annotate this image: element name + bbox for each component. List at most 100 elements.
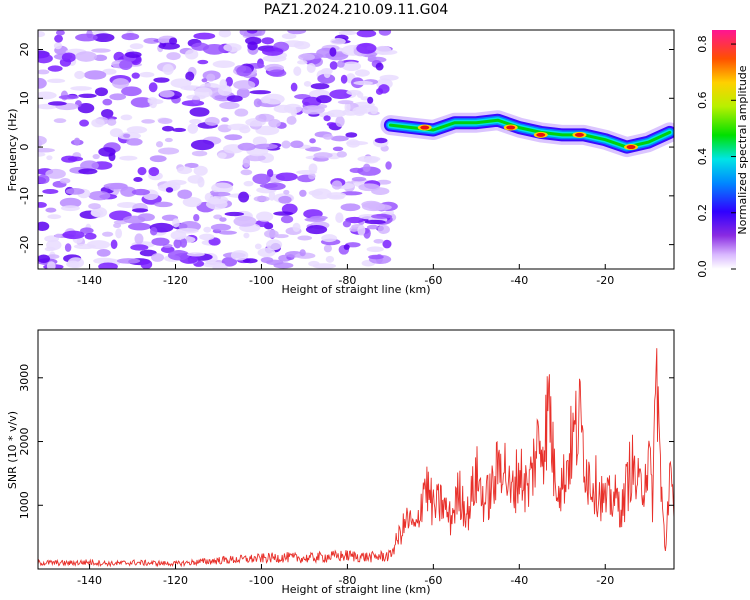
noise-blob	[299, 189, 307, 197]
noise-blob	[94, 87, 108, 97]
noise-blob	[131, 208, 149, 213]
x-tick-label: -80	[338, 574, 356, 587]
noise-blob	[246, 30, 258, 34]
y-tick-label: 2000	[18, 428, 31, 456]
noise-blob	[38, 201, 47, 208]
noise-blob	[299, 249, 306, 257]
noise-blob	[369, 105, 379, 115]
noise-blob	[242, 258, 258, 264]
noise-blob	[254, 143, 278, 150]
noise-blob	[329, 47, 337, 57]
noise-blob	[313, 152, 333, 159]
noise-blob	[273, 104, 293, 114]
noise-blob	[159, 90, 175, 98]
noise-blob	[202, 261, 226, 268]
noise-blob	[303, 81, 312, 87]
noise-blob	[238, 191, 250, 203]
noise-blob	[323, 244, 332, 253]
x-tick-label: -120	[163, 274, 188, 287]
noise-blob	[127, 222, 152, 231]
noise-blob	[184, 162, 199, 168]
noise-blob	[353, 80, 374, 86]
noise-blob	[194, 87, 213, 98]
colorbar-label: Normalized spectral amplitude	[736, 65, 749, 234]
noise-blob	[255, 30, 266, 36]
noise-blob	[230, 250, 249, 261]
y-tick-label: -20	[18, 236, 31, 254]
noise-blob	[79, 119, 89, 127]
noise-blob	[330, 135, 349, 142]
noise-blob	[177, 166, 193, 175]
noise-blob	[306, 62, 316, 73]
noise-blob	[290, 140, 304, 149]
noise-blob	[197, 177, 205, 188]
noise-blob	[131, 72, 140, 79]
noise-blob	[46, 261, 56, 269]
noise-blob	[126, 138, 143, 146]
noise-blob	[275, 172, 298, 182]
noise-blob	[224, 134, 243, 141]
noise-blob	[106, 118, 117, 126]
noise-blob	[78, 168, 98, 175]
noise-blob	[323, 115, 331, 122]
peak-marker	[506, 125, 516, 130]
noise-blob	[151, 253, 165, 262]
noise-blob	[115, 228, 123, 239]
noise-blob	[185, 71, 195, 82]
noise-blob	[329, 89, 352, 100]
noise-blob	[236, 87, 250, 99]
noise-blob	[323, 68, 331, 79]
noise-blob	[141, 119, 155, 124]
noise-blob	[84, 232, 97, 240]
noise-blob	[297, 60, 308, 65]
x-tick-label: -40	[510, 274, 528, 287]
noise-blob	[67, 156, 84, 162]
noise-blob	[44, 235, 60, 243]
noise-blob	[62, 230, 85, 240]
noise-blob	[345, 132, 358, 138]
snr-series-line	[38, 348, 674, 568]
noise-blob	[67, 257, 85, 269]
noise-blob	[245, 36, 262, 45]
noise-blob	[254, 243, 262, 250]
noise-blob	[38, 152, 46, 157]
noise-blob	[182, 196, 202, 208]
noise-blob	[336, 151, 348, 158]
noise-blob	[102, 98, 113, 106]
peak-marker	[574, 132, 584, 137]
noise-blob	[170, 230, 187, 240]
noise-blob	[219, 217, 227, 222]
noise-blob	[120, 186, 137, 197]
noise-blob	[210, 223, 231, 231]
noise-blob	[344, 102, 351, 113]
noise-blob	[217, 152, 227, 159]
noise-blob	[210, 191, 231, 197]
colorbar-tick-label: 0.6	[696, 92, 709, 110]
noise-blob	[225, 76, 233, 87]
noise-blob	[255, 113, 275, 122]
noise-blob	[290, 82, 298, 92]
noise-blob	[193, 213, 200, 222]
noise-blob	[75, 33, 98, 42]
x-tick-label: -20	[596, 274, 614, 287]
noise-blob	[335, 212, 344, 224]
noise-blob	[158, 42, 180, 50]
noise-blob	[147, 97, 158, 103]
noise-blob	[281, 140, 291, 149]
noise-blob	[166, 179, 187, 186]
noise-blob	[340, 74, 348, 84]
y-tick-label: 3000	[18, 364, 31, 392]
noise-blob	[233, 215, 257, 227]
noise-blob	[278, 195, 292, 204]
noise-blob	[368, 204, 392, 211]
noise-blob	[75, 51, 97, 62]
noise-blob	[332, 146, 344, 152]
noise-blob	[371, 213, 393, 219]
noise-blob	[56, 30, 65, 36]
noise-blob	[139, 249, 157, 257]
noise-blob	[373, 239, 384, 244]
noise-blob	[245, 154, 266, 162]
snr-panel: -140 -120 -100 -80 -60 -40 -20 1000 2000 3000 Hei…	[6, 329, 675, 596]
noise-blob	[38, 91, 57, 100]
